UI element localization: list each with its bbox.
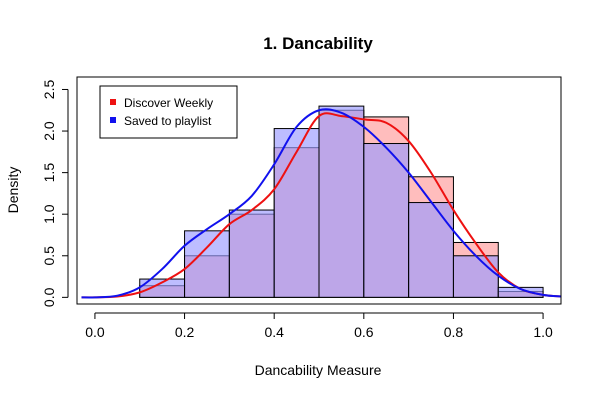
density-curves (81, 108, 562, 299)
bar-saved-to-playlist-3 (273, 128, 320, 298)
y-tick-label: 1.0 (41, 204, 57, 224)
legend-label-discover-weekly: Discover Weekly (124, 96, 213, 110)
legend-swatch-saved-to-playlist (110, 117, 116, 123)
legend-label-saved-to-playlist: Saved to playlist (124, 114, 212, 128)
legend-swatch-discover-weekly (110, 99, 116, 105)
density-curve-saved-to-playlist (81, 108, 562, 299)
y-axis: 0.0 0.5 1.0 1.5 2.0 2.5 (41, 80, 69, 307)
y-axis-label: Density (5, 167, 21, 214)
bar-saved-to-playlist-2 (228, 209, 275, 298)
x-tick-label: 0.8 (444, 324, 464, 340)
x-tick-label: 0.0 (85, 324, 105, 340)
x-tick-label: 0.4 (264, 324, 284, 340)
x-axis-label: Dancability Measure (255, 362, 382, 378)
y-tick-label: 2.0 (41, 121, 57, 141)
histogram-bars (139, 105, 544, 298)
y-tick-label: 0.5 (41, 246, 57, 266)
x-tick-label: 0.2 (175, 324, 195, 340)
x-tick-label: 1.0 (533, 324, 553, 340)
y-tick-label: 2.5 (41, 80, 57, 100)
bar-saved-to-playlist-6 (408, 202, 454, 298)
bar-saved-to-playlist-5 (363, 143, 410, 298)
legend: Discover Weekly Saved to playlist (99, 85, 238, 139)
x-tick-label: 0.6 (354, 324, 374, 340)
chart-title: 1. Dancability (263, 34, 373, 53)
bar-saved-to-playlist-8 (497, 286, 544, 298)
y-tick-label: 0.0 (41, 287, 57, 307)
density-curve-discover-weekly (81, 112, 562, 299)
y-tick-label: 1.5 (41, 163, 57, 183)
bar-saved-to-playlist-4 (318, 105, 365, 298)
bar-saved-to-playlist-1 (184, 230, 230, 298)
bar-saved-to-playlist-7 (452, 255, 499, 298)
legend-box (99, 85, 238, 139)
x-axis: 0.0 0.2 0.4 0.6 0.8 1.0 (85, 312, 553, 340)
plot-frame (76, 76, 562, 305)
